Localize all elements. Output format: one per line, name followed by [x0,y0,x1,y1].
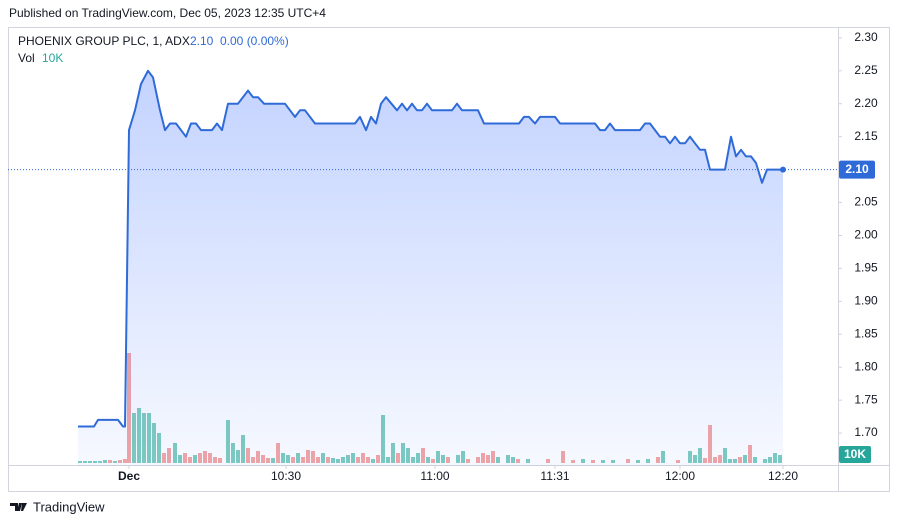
axes: 1.70 1.75 1.80 1.85 1.90 1.95 2.00 2.05 2.15 2.20… [118,30,878,483]
last-price-label: 2.10 [845,162,869,176]
volume-legend-value: 10K [42,51,63,65]
volume-badge-label: 10K [844,447,866,461]
volume-legend-label: Vol [18,51,35,65]
change-legend: 0.00 (0.00%) [220,34,289,48]
last-price-badge [839,160,875,179]
plot-area [8,69,838,467]
published-note: Published on TradingView.com, Dec 05, 20… [9,6,326,20]
y-tick-label: 1.75 [854,392,878,406]
y-tick-label: 1.90 [854,294,878,308]
y-tick-label: 2.25 [854,63,878,77]
x-tick-label: 12:20 [768,469,798,483]
volume-badge [839,446,871,463]
x-tick-label: Dec [118,469,140,483]
y-tick-label: 1.70 [854,425,878,439]
y-tick-label: 1.95 [854,261,878,275]
symbol-label: PHOENIX GROUP PLC, 1, ADX [18,34,190,48]
chart-frame [8,27,890,492]
price-line [78,69,783,428]
y-tick-label: 2.15 [854,129,878,143]
x-tick-label: 11:31 [540,469,569,483]
y-tick-label: 1.80 [854,359,878,373]
x-tick-label: 12:00 [665,469,695,483]
y-tick-label: 2.05 [854,195,878,209]
brand-name: TradingView [33,499,105,514]
x-tick-label: 11:00 [420,469,449,483]
y-tick-label: 1.85 [854,326,878,340]
brand-logo [10,503,27,511]
price-area [78,70,783,467]
x-tick-label: 10:30 [271,469,301,483]
y-tick-label: 2.30 [854,30,878,44]
y-tick-label: 2.20 [854,96,878,110]
last-price-legend: 2.10 [190,34,214,48]
y-tick-label: 2.00 [854,228,878,242]
